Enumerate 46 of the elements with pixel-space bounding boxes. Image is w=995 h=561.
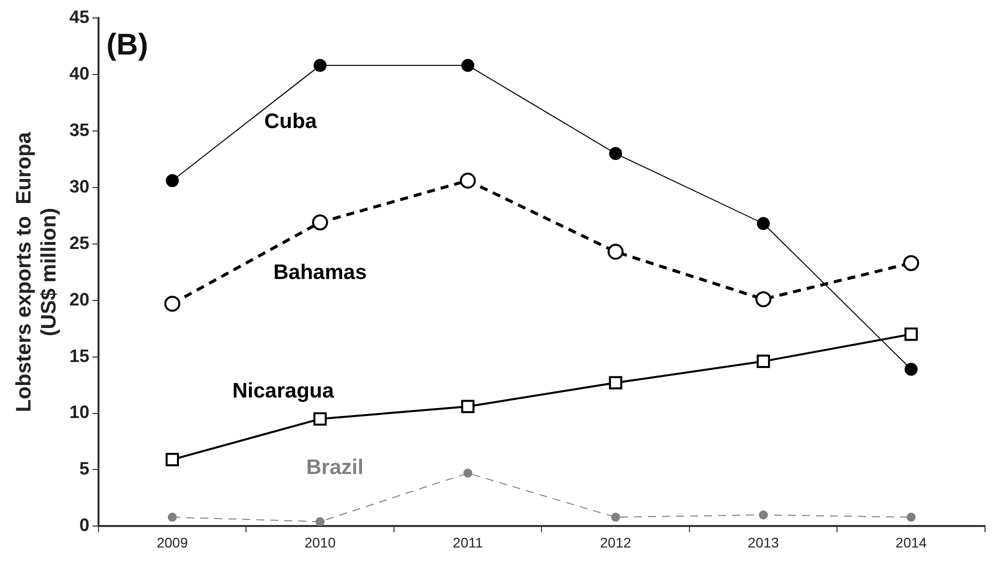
point xyxy=(904,362,918,376)
y-tick-label: 5 xyxy=(79,458,90,479)
point xyxy=(164,296,180,312)
point xyxy=(608,244,624,260)
point xyxy=(903,255,920,272)
x-tick-label: 2012 xyxy=(600,534,632,550)
point xyxy=(461,400,474,414)
point xyxy=(461,58,474,72)
y-tick-label: 0 xyxy=(79,515,90,536)
y-tick-label: 30 xyxy=(69,176,90,196)
point xyxy=(755,291,772,308)
chart-title: (B) xyxy=(106,28,148,62)
point xyxy=(460,172,476,189)
y-tick-label: 15 xyxy=(69,346,90,366)
series-label: Nicaragua xyxy=(232,380,334,403)
point xyxy=(314,58,327,72)
point xyxy=(904,328,918,341)
point xyxy=(756,217,770,230)
point xyxy=(313,412,327,426)
point xyxy=(756,354,770,368)
x-tick-label: 2014 xyxy=(896,534,927,550)
point xyxy=(316,517,325,526)
point xyxy=(166,174,179,188)
y-tick-label: 10 xyxy=(69,402,90,422)
point xyxy=(312,214,328,230)
point xyxy=(463,468,472,478)
point xyxy=(611,512,620,522)
point xyxy=(906,512,916,522)
x-tick-label: 2010 xyxy=(304,534,336,550)
y-axis-title: Lobsters exports to Europa (US$ million) xyxy=(12,132,61,412)
point xyxy=(166,452,179,466)
point xyxy=(758,510,768,520)
series-label: Brazil xyxy=(306,456,364,480)
point xyxy=(168,512,177,522)
x-tick-label: 2009 xyxy=(156,534,188,550)
series-label: Cuba xyxy=(264,110,318,134)
y-tick-label: 20 xyxy=(69,289,90,310)
point xyxy=(608,376,622,390)
y-tick-label: 25 xyxy=(69,232,90,253)
point xyxy=(609,147,622,160)
y-tick-label: 35 xyxy=(69,120,90,140)
series-label: Bahamas xyxy=(273,261,367,284)
x-tick-label: 2013 xyxy=(748,534,780,550)
y-tick-label: 40 xyxy=(69,63,90,84)
y-tick-label: 45 xyxy=(69,6,90,27)
x-tick-label: 2011 xyxy=(452,534,484,550)
